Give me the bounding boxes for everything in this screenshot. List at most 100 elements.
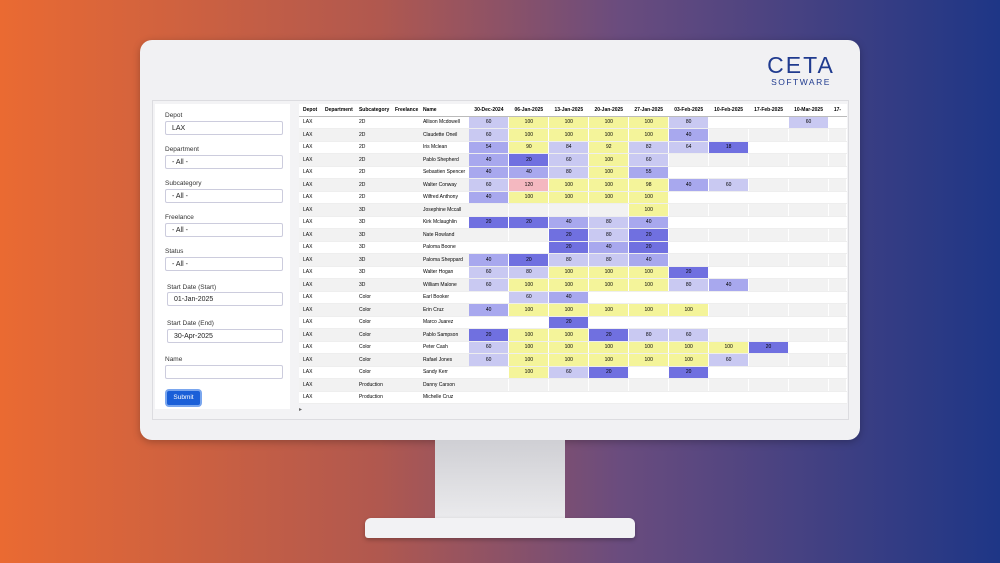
- booking-cell[interactable]: 100: [588, 266, 630, 279]
- booking-cell[interactable]: 92: [588, 141, 630, 154]
- booking-cell[interactable]: [828, 166, 847, 179]
- table-row[interactable]: LAX Color Pablo Sampson 20 100 100 20 80 60: [299, 328, 847, 342]
- booking-cell[interactable]: 100: [548, 178, 590, 192]
- table-row[interactable]: LAX 2D Walter Conway 60 120 100 100 98 40 60: [299, 178, 847, 192]
- booking-cell[interactable]: 20: [588, 366, 630, 379]
- booking-cell[interactable]: 60: [668, 328, 710, 342]
- booking-cell[interactable]: [508, 391, 550, 404]
- booking-cell[interactable]: [508, 241, 550, 254]
- booking-cell[interactable]: [708, 241, 750, 254]
- booking-cell[interactable]: [788, 391, 829, 404]
- depot-input[interactable]: LAX: [165, 121, 283, 135]
- booking-cell[interactable]: [628, 291, 670, 304]
- submit-button[interactable]: Submit: [167, 391, 200, 405]
- booking-cell[interactable]: [468, 366, 510, 379]
- booking-cell[interactable]: [828, 128, 847, 142]
- booking-cell[interactable]: [748, 228, 790, 242]
- booking-cell[interactable]: [788, 328, 829, 342]
- booking-cell[interactable]: [708, 228, 750, 242]
- department-select[interactable]: - All -: [165, 155, 283, 169]
- booking-cell[interactable]: [828, 216, 847, 229]
- booking-cell[interactable]: [748, 191, 790, 204]
- booking-cell[interactable]: [788, 241, 829, 254]
- booking-cell[interactable]: 20: [508, 253, 550, 267]
- booking-cell[interactable]: [668, 191, 710, 204]
- booking-cell[interactable]: 84: [548, 141, 590, 154]
- booking-cell[interactable]: 40: [468, 166, 510, 179]
- booking-cell[interactable]: 60: [508, 291, 550, 304]
- booking-cell[interactable]: 60: [468, 128, 510, 142]
- booking-cell[interactable]: 100: [628, 341, 670, 354]
- booking-cell[interactable]: [748, 203, 790, 217]
- booking-cell[interactable]: 100: [708, 341, 750, 354]
- table-row[interactable]: LAX Production Michelle Cruz: [299, 391, 847, 404]
- booking-cell[interactable]: 100: [588, 153, 630, 167]
- table-row[interactable]: LAX 2D Sebastien Spencer 40 40 80 100 55: [299, 166, 847, 179]
- table-row[interactable]: LAX 3D Paloma Boone 20 40 20: [299, 241, 847, 254]
- booking-cell[interactable]: 60: [628, 153, 670, 167]
- booking-cell[interactable]: 100: [588, 128, 630, 142]
- booking-cell[interactable]: 40: [668, 128, 710, 142]
- booking-cell[interactable]: 100: [588, 191, 630, 204]
- booking-cell[interactable]: [828, 316, 847, 329]
- booking-cell[interactable]: [788, 191, 829, 204]
- booking-cell[interactable]: [508, 378, 550, 392]
- booking-cell[interactable]: [708, 266, 750, 279]
- booking-cell[interactable]: [748, 241, 790, 254]
- booking-cell[interactable]: [828, 191, 847, 204]
- booking-cell[interactable]: [748, 291, 790, 304]
- booking-cell[interactable]: [788, 316, 829, 329]
- booking-cell[interactable]: [708, 253, 750, 267]
- booking-cell[interactable]: 20: [508, 216, 550, 229]
- booking-cell[interactable]: [708, 391, 750, 404]
- booking-cell[interactable]: 80: [588, 228, 630, 242]
- booking-cell[interactable]: [788, 203, 829, 217]
- week-column-header[interactable]: 03-Feb-2025: [668, 104, 709, 117]
- booking-cell[interactable]: 80: [508, 266, 550, 279]
- booking-cell[interactable]: [468, 391, 510, 404]
- booking-cell[interactable]: [788, 291, 829, 304]
- booking-cell[interactable]: 100: [588, 341, 630, 354]
- booking-cell[interactable]: 100: [668, 341, 710, 354]
- booking-cell[interactable]: [828, 241, 847, 254]
- booking-cell[interactable]: [668, 378, 710, 392]
- booking-cell[interactable]: 40: [508, 166, 550, 179]
- booking-cell[interactable]: 40: [628, 216, 670, 229]
- booking-cell[interactable]: [788, 378, 829, 392]
- booking-cell[interactable]: 40: [668, 178, 710, 192]
- week-column-header[interactable]: 17-: [828, 104, 847, 117]
- booking-cell[interactable]: [668, 241, 710, 254]
- booking-cell[interactable]: [788, 228, 829, 242]
- booking-cell[interactable]: [828, 341, 847, 354]
- booking-cell[interactable]: [468, 291, 510, 304]
- table-row[interactable]: LAX Color Peter Cash 60 100 100 100 100 100 100 20: [299, 341, 847, 354]
- booking-cell[interactable]: [748, 128, 790, 142]
- booking-cell[interactable]: 90: [508, 141, 550, 154]
- table-row[interactable]: LAX 3D Kirk Mclaughlin 20 20 40 80 40: [299, 216, 847, 229]
- booking-cell[interactable]: [668, 166, 710, 179]
- booking-cell[interactable]: [748, 391, 790, 404]
- table-row[interactable]: LAX 2D Iris Mclean 54 90 84 92 82 64 18: [299, 141, 847, 154]
- booking-cell[interactable]: [548, 203, 590, 217]
- booking-cell[interactable]: [748, 316, 790, 329]
- booking-cell[interactable]: [748, 278, 790, 292]
- booking-cell[interactable]: 100: [588, 166, 630, 179]
- table-row[interactable]: LAX 2D Allison Mcdowell 60 100 100 100 100 80 60: [299, 116, 847, 129]
- booking-cell[interactable]: 100: [508, 278, 550, 292]
- week-column-header[interactable]: 10-Mar-2025: [788, 104, 829, 117]
- booking-cell[interactable]: [788, 216, 829, 229]
- booking-cell[interactable]: [708, 378, 750, 392]
- booking-cell[interactable]: [788, 166, 829, 179]
- booking-cell[interactable]: [668, 203, 710, 217]
- booking-cell[interactable]: [828, 203, 847, 217]
- booking-cell[interactable]: 40: [708, 278, 750, 292]
- booking-cell[interactable]: [828, 366, 847, 379]
- week-column-header[interactable]: 06-Jan-2025: [508, 104, 549, 117]
- booking-cell[interactable]: [788, 341, 829, 354]
- booking-cell[interactable]: 100: [548, 128, 590, 142]
- booking-cell[interactable]: [828, 278, 847, 292]
- booking-cell[interactable]: [708, 128, 750, 142]
- booking-cell[interactable]: [668, 291, 710, 304]
- booking-cell[interactable]: [708, 291, 750, 304]
- table-row[interactable]: LAX 3D Josephine Mccall 100: [299, 203, 847, 217]
